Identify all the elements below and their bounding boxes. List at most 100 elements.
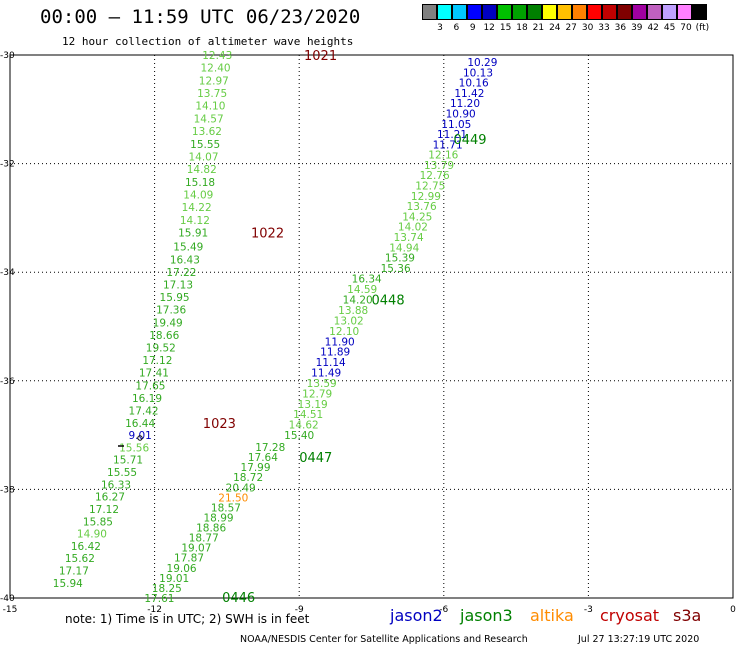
legend-entry-altika: altika	[530, 606, 574, 625]
wave-height-value: 13.62	[192, 126, 222, 138]
buoy-marker	[118, 435, 143, 447]
wave-height-value: 18.25	[152, 583, 182, 595]
color-scale-label: 27	[565, 23, 577, 33]
wave-height-value: 17.64	[248, 452, 278, 464]
wave-height-value: 11.05	[441, 119, 471, 131]
wave-height-value: 15.91	[178, 228, 208, 240]
wave-height-value: 10.13	[463, 67, 493, 79]
y-tick-label: -34	[0, 268, 15, 278]
color-swatch	[662, 4, 677, 20]
wave-height-value: 15.55	[107, 467, 137, 479]
wave-height-value: 15.71	[113, 455, 143, 467]
wave-height-value: 15.95	[160, 292, 190, 304]
color-scale-label: 12	[483, 23, 495, 33]
footnote: note: 1) Time is in UTC; 2) SWH is in fe…	[65, 612, 310, 626]
color-swatch	[587, 4, 602, 20]
color-swatch	[527, 4, 542, 20]
wave-height-value: 12.10	[329, 326, 359, 338]
color-swatch	[677, 4, 692, 20]
wave-height-value: 15.40	[284, 430, 314, 442]
wave-height-value: 15.85	[83, 516, 113, 528]
axis-ticks: -15 -12 -9 -6 -3 0-30-32-34-36-38-40	[0, 51, 736, 615]
plot-frame	[9, 54, 734, 599]
y-tick-label: -36	[0, 377, 15, 387]
track-label: 0446	[222, 591, 255, 606]
y-tick-label: -38	[0, 485, 15, 495]
wave-height-value: 20.49	[226, 482, 256, 494]
wave-height-value: 14.09	[183, 190, 213, 202]
wave-height-value: 15.94	[53, 578, 83, 590]
legend-entry-jason3: jason3	[460, 606, 513, 625]
wave-height-value: 15.56	[119, 442, 149, 454]
wave-height-value: 18.57	[211, 502, 241, 514]
y-tick-label: -30	[0, 51, 15, 61]
wave-height-value: 14.20	[343, 295, 373, 307]
wave-height-value: 17.65	[135, 380, 165, 392]
wave-height-value: 18.99	[204, 512, 234, 524]
wave-height-value: 14.90	[77, 529, 107, 541]
wave-height-value: 14.57	[194, 113, 224, 125]
track-label: 1021	[304, 49, 337, 64]
wave-height-value: 12.75	[415, 181, 445, 193]
legend-entry-jason2: jason2	[390, 606, 443, 625]
color-scale-label: 33	[598, 23, 610, 33]
wave-height-value: 17.36	[156, 305, 186, 317]
color-swatch	[437, 4, 452, 20]
wave-height-value: 18.66	[149, 330, 179, 342]
color-swatch	[617, 4, 632, 20]
wave-height-value: 14.62	[289, 420, 319, 432]
wave-height-value: 18.86	[196, 523, 226, 535]
color-scale-label: 6	[453, 23, 460, 33]
x-tick-label: 0	[730, 605, 736, 615]
wave-height-value: 15.49	[173, 242, 203, 254]
wave-height-value: 16.27	[95, 492, 125, 504]
wave-height-value: 16.34	[352, 274, 382, 286]
wave-height-value: 15.62	[65, 553, 95, 565]
wave-height-value: 14.10	[195, 101, 225, 113]
wave-height-value: 11.20	[450, 98, 480, 110]
wave-height-value: 14.02	[398, 222, 428, 234]
page-title: 00:00 – 11:59 UTC 06/23/2020	[40, 6, 361, 28]
wave-height-value: 11.42	[454, 88, 484, 100]
color-scale-label: 21	[532, 23, 545, 33]
color-swatch	[632, 4, 647, 20]
wave-height-value: 13.88	[338, 305, 368, 317]
wave-height-value: 17.41	[139, 368, 169, 380]
wave-height-value: 14.51	[293, 409, 323, 421]
wave-height-value: 11.90	[325, 336, 355, 348]
wave-height-value: 17.28	[255, 442, 285, 454]
credit-line: NOAA/NESDIS Center for Satellite Applica…	[240, 634, 528, 645]
wave-height-value: 13.19	[298, 399, 328, 411]
wave-height-value: 17.99	[240, 462, 270, 474]
wave-height-value: 15.39	[385, 253, 415, 265]
wave-height-value: 17.17	[59, 565, 89, 577]
wave-height-value: 12.43	[202, 50, 232, 62]
wave-height-value: 11.89	[320, 347, 350, 359]
color-swatch	[467, 4, 482, 20]
wave-height-value: 14.82	[187, 164, 217, 176]
color-swatch	[647, 4, 662, 20]
wave-height-value: 13.59	[307, 378, 337, 390]
wave-height-value: 16.33	[101, 479, 131, 491]
satellite-tracks: 12.4312.4012.9713.7514.1014.5713.6215.55…	[53, 49, 498, 606]
page-subtitle: 12 hour collection of altimeter wave hei…	[62, 35, 354, 48]
color-swatch	[542, 4, 557, 20]
wave-height-value: 13.79	[424, 160, 454, 172]
color-scale-label: 9	[469, 23, 476, 33]
track-label: 1023	[203, 417, 236, 432]
x-tick-label: -3	[584, 605, 593, 615]
color-scale-label: 45	[663, 23, 676, 33]
y-tick-label: -40	[0, 594, 15, 604]
wave-height-value: 12.76	[420, 170, 450, 182]
color-scale-label: (ft)	[695, 23, 710, 33]
wave-height-value: 16.43	[170, 254, 200, 266]
color-scale-label: 36	[614, 23, 627, 33]
wave-height-value: 18.77	[189, 533, 219, 545]
wave-height-value: 18.72	[233, 472, 263, 484]
wave-height-value: 19.06	[167, 563, 197, 575]
wave-height-value: 17.13	[163, 279, 193, 291]
wave-height-value: 14.22	[182, 202, 212, 214]
wave-height-value: 17.12	[142, 355, 172, 367]
wave-height-value: 16.44	[125, 418, 155, 430]
